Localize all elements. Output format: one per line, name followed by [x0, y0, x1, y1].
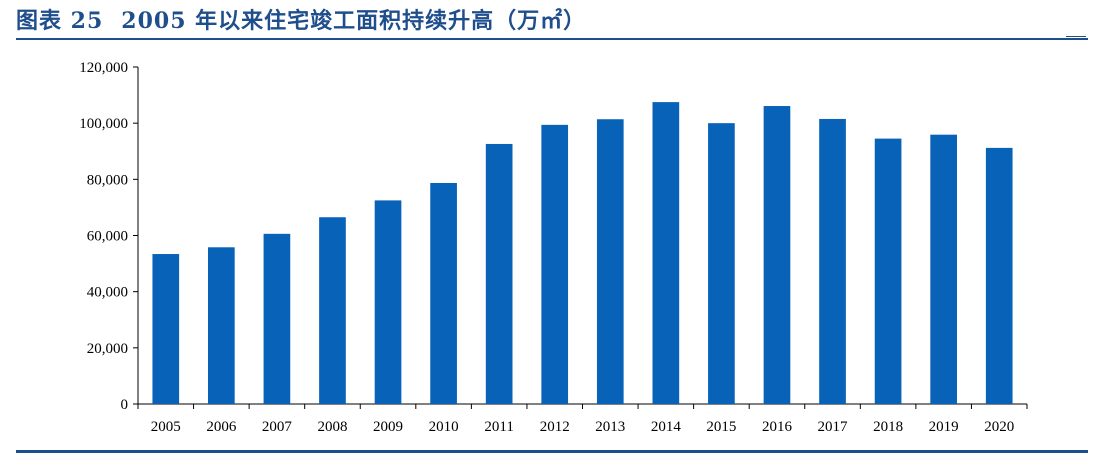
- bar-2016: [763, 106, 791, 405]
- bar-2018: [874, 138, 902, 405]
- figure-title: 2005 年以来住宅竣工面积持续升高（万㎡）: [121, 8, 587, 34]
- x-tick-label: 2010: [429, 419, 459, 435]
- chart-title: 图表 25 2005 年以来住宅竣工面积持续升高（万㎡）: [16, 3, 586, 35]
- x-tick-label: 2009: [373, 419, 403, 435]
- y-tick-label: 40,000: [87, 285, 128, 301]
- x-tick-label: 2020: [984, 419, 1014, 435]
- bar-2020: [985, 147, 1013, 404]
- title-divider: [16, 38, 1088, 40]
- bar-2017: [819, 118, 846, 405]
- bar-2010: [430, 182, 457, 404]
- x-tick-label: 2013: [595, 419, 625, 435]
- x-tick-label: 2008: [317, 419, 347, 435]
- y-axis: 0 20,000 40,000 60,000 80,000 100,000 120,000: [79, 60, 139, 413]
- bar-2006: [208, 247, 235, 404]
- bar-2012: [541, 124, 569, 404]
- bottom-divider: [16, 450, 1088, 453]
- x-tick-label: 2014: [651, 419, 682, 435]
- figure-label: 图表 25: [16, 8, 104, 34]
- x-tick-label: 2005: [151, 419, 181, 435]
- y-tick-label: 120,000: [79, 60, 128, 76]
- bar-2005: [152, 254, 180, 404]
- title-divider-tick: [1066, 36, 1086, 37]
- x-tick-label: 2011: [484, 419, 513, 435]
- y-tick-label: 20,000: [87, 341, 128, 357]
- bar-2007: [263, 233, 291, 404]
- x-tick-label: 2018: [873, 419, 903, 435]
- x-tick-label: 2016: [762, 419, 793, 435]
- bar-2014: [652, 102, 680, 405]
- y-tick-label: 0: [121, 397, 129, 413]
- y-tick-label: 100,000: [79, 116, 128, 132]
- y-tick-label: 80,000: [87, 172, 128, 188]
- bar-2015: [708, 123, 735, 405]
- y-tick-label: 60,000: [87, 229, 128, 245]
- x-tick-label: 2015: [706, 419, 736, 435]
- x-axis: 2005 2006 2007 2008 2009 2010 2011 2012 2013 2014…: [137, 403, 1028, 435]
- bar-2011: [485, 143, 513, 404]
- x-tick-label: 2007: [262, 419, 293, 435]
- bar-2019: [930, 134, 957, 404]
- bar-series: [152, 102, 1013, 405]
- bar-2008: [319, 217, 346, 404]
- bar-2013: [596, 119, 624, 405]
- x-tick-label: 2019: [929, 419, 959, 435]
- bar-2009: [374, 200, 402, 404]
- x-tick-label: 2006: [206, 419, 237, 435]
- x-tick-label: 2012: [540, 419, 570, 435]
- x-tick-label: 2017: [818, 419, 849, 435]
